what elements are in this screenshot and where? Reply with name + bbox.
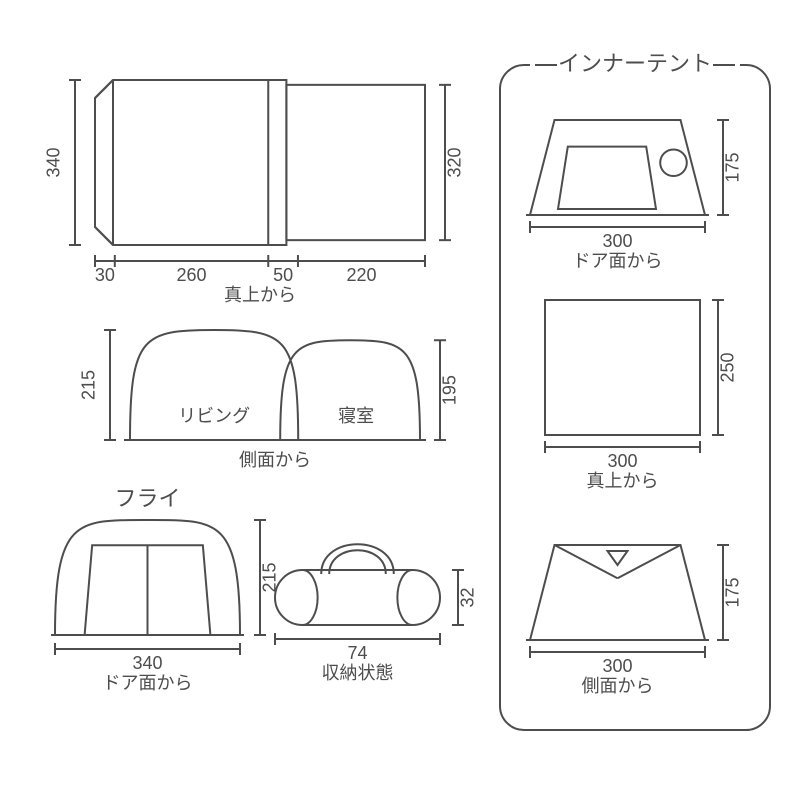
inner-tent-title: インナーテント (558, 51, 712, 76)
v-dim: 32 (452, 570, 477, 625)
view-side-fly: リビング 寝室 215 195 側面から (79, 330, 460, 470)
svg-text:32: 32 (457, 587, 477, 607)
svg-text:340: 340 (132, 653, 162, 673)
v-dim: 215 (254, 520, 279, 635)
svg-text:30: 30 (95, 265, 115, 285)
view-inner-door: 175 300ドア面から (526, 120, 742, 271)
svg-text:320: 320 (444, 147, 464, 177)
svg-text:300: 300 (602, 231, 632, 251)
h-dim: 300 (530, 646, 705, 676)
view-fly-door: フライ 215 340ドア面から (51, 486, 279, 693)
svg-text:真上から: 真上から (224, 285, 296, 305)
v-dim: 195 (434, 340, 459, 440)
view-inner-top: 250 300真上から (545, 300, 737, 491)
svg-text:フライ: フライ (114, 486, 180, 511)
svg-text:260: 260 (177, 265, 207, 285)
view-packed: 32 74収納状態 (275, 544, 477, 683)
svg-text:ドア面から: ドア面から (573, 251, 663, 271)
svg-text:側面から: 側面から (582, 676, 654, 696)
view-top-fly: 30 260 50 220 真上から 340 320 (44, 80, 465, 305)
svg-text:74: 74 (347, 643, 367, 663)
svg-text:真上から: 真上から (587, 471, 659, 491)
v-dim: 175 (717, 545, 742, 640)
svg-text:175: 175 (722, 577, 742, 607)
svg-text:側面から: 側面から (239, 450, 311, 470)
h-dim: 74 (275, 633, 440, 663)
view-inner-side: 175 300側面から (526, 545, 742, 696)
tent-dimension-diagram: インナーテント 30 260 50 220 真上から 340 320 リビング 寝室 215 195 側… (0, 0, 800, 800)
svg-text:300: 300 (602, 656, 632, 676)
svg-text:215: 215 (79, 370, 99, 400)
svg-text:寝室: 寝室 (338, 406, 374, 426)
svg-text:195: 195 (439, 375, 459, 405)
h-dim-segments: 30 260 50 220 (95, 255, 425, 285)
dim-320: 320 (439, 85, 464, 240)
dim-340: 340 (44, 80, 81, 245)
v-dim: 215 (79, 330, 116, 440)
svg-text:ドア面から: ドア面から (103, 673, 193, 693)
svg-text:収納状態: 収納状態 (322, 663, 394, 683)
v-dim: 250 (712, 300, 737, 435)
v-dim: 175 (717, 120, 742, 215)
h-dim: 300 (545, 441, 700, 471)
svg-text:250: 250 (717, 352, 737, 382)
h-dim: 340 (55, 643, 240, 673)
h-dim: 300 (530, 221, 705, 251)
svg-text:リビング: リビング (178, 406, 250, 426)
svg-text:340: 340 (44, 147, 64, 177)
svg-text:220: 220 (346, 265, 376, 285)
svg-text:175: 175 (722, 152, 742, 182)
svg-text:300: 300 (607, 451, 637, 471)
svg-text:50: 50 (273, 265, 293, 285)
